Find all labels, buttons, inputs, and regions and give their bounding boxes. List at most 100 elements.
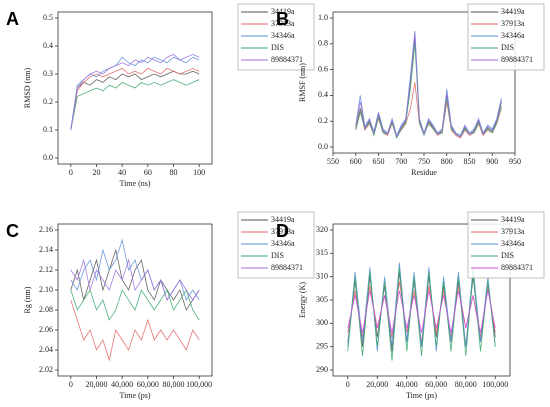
x-axis-label: Time (ps): [406, 391, 437, 400]
x-tick-label: 20,000: [86, 380, 108, 389]
y-tick-label: 0.3: [43, 69, 53, 78]
y-tick-label: 0.1: [43, 125, 53, 134]
legend-label: 37913a: [271, 19, 295, 28]
y-tick-label: 0.4: [318, 90, 328, 99]
y-tick-label: 2.14: [39, 245, 53, 254]
x-tick-label: 550: [327, 157, 339, 166]
x-tick-label: 100: [193, 168, 205, 177]
x-tick-label: 60,000: [137, 380, 159, 389]
y-tick-label: 305: [316, 295, 328, 304]
x-tick-label: 20: [93, 168, 101, 177]
y-tick-label: 2.16: [39, 225, 53, 234]
y-tick-label: 1.0: [318, 13, 328, 22]
panel-label: A: [6, 9, 19, 29]
series-line: [347, 267, 496, 361]
y-tick-label: 300: [316, 318, 328, 327]
legend-box: [237, 3, 315, 71]
y-tick-label: 2.08: [39, 305, 53, 314]
y-tick-label: 2.10: [39, 285, 53, 294]
y-tick-label: 0.5: [43, 13, 53, 22]
series-line: [70, 67, 200, 131]
legend-label: DIS: [501, 43, 514, 52]
x-tick-label: 0: [69, 380, 73, 389]
legend-label: 89884371: [501, 55, 533, 64]
x-axis-label: Time (ns): [119, 179, 150, 188]
y-tick-label: 0.8: [318, 39, 328, 48]
y-axis-label: RMSF (nm): [298, 63, 307, 102]
x-tick-label: 700: [395, 157, 407, 166]
legend-box: [237, 211, 315, 279]
series-line: [355, 33, 502, 138]
series-line: [70, 53, 200, 131]
panel-label: B: [276, 9, 289, 29]
series-line: [70, 299, 200, 362]
legend-label: 34346a: [501, 31, 525, 40]
legend-label: 37913a: [501, 227, 525, 236]
x-tick-label: 40: [118, 168, 126, 177]
y-tick-label: 0.6: [318, 64, 328, 73]
y-tick-label: 2.06: [39, 325, 53, 334]
series-line: [70, 258, 200, 301]
legend-label: 37913a: [271, 227, 295, 236]
y-tick-label: 315: [316, 248, 328, 257]
y-tick-label: 0.0: [318, 142, 328, 151]
panel-label: D: [276, 221, 289, 241]
y-tick-label: 2.02: [39, 365, 53, 374]
y-tick-label: 290: [316, 365, 328, 374]
y-tick-label: 0.2: [43, 97, 53, 106]
x-tick-label: 900: [486, 157, 498, 166]
x-axis-label: Residue: [411, 168, 437, 177]
x-tick-label: 60,000: [425, 380, 447, 389]
series-line: [355, 82, 502, 139]
series-line: [347, 281, 496, 343]
legend-label: DIS: [271, 251, 284, 260]
x-tick-label: 0: [346, 380, 350, 389]
legend-label: 34419a: [271, 215, 295, 224]
series-line: [70, 56, 200, 131]
legend-label: 89884371: [271, 263, 303, 272]
y-tick-label: 0.0: [43, 153, 53, 162]
series-line: [70, 70, 200, 131]
y-tick-label: 2.12: [39, 265, 53, 274]
legend-label: 34419a: [501, 215, 525, 224]
y-tick-label: 295: [316, 341, 328, 350]
x-tick-label: 0: [69, 168, 73, 177]
x-axis-label: Time (ps): [119, 391, 150, 400]
y-tick-label: 0.4: [43, 41, 53, 50]
legend-label: 34346a: [271, 31, 295, 40]
y-tick-label: 320: [316, 225, 328, 234]
series-line: [70, 248, 200, 311]
legend-label: 89884371: [501, 263, 533, 272]
x-tick-label: 60: [144, 168, 152, 177]
x-tick-label: 100,000: [482, 380, 508, 389]
x-tick-label: 650: [373, 157, 385, 166]
panel-label: C: [6, 221, 19, 241]
legend-label: 34419a: [501, 7, 525, 16]
x-tick-label: 80,000: [163, 380, 185, 389]
y-tick-label: 2.04: [39, 345, 53, 354]
x-tick-label: 80: [170, 168, 178, 177]
legend-label: DIS: [501, 251, 514, 260]
x-tick-label: 100,000: [186, 380, 212, 389]
x-tick-label: 850: [464, 157, 476, 166]
x-tick-label: 950: [509, 157, 521, 166]
legend-label: 89884371: [271, 55, 303, 64]
y-tick-label: 310: [316, 271, 328, 280]
x-tick-label: 80,000: [455, 380, 477, 389]
series-line: [70, 289, 200, 321]
legend-label: 34346a: [501, 239, 525, 248]
y-axis-label: RMSD (nm): [23, 68, 32, 109]
series-line: [70, 79, 200, 131]
legend-label: DIS: [271, 43, 284, 52]
series-line: [347, 290, 496, 333]
x-tick-label: 600: [350, 157, 362, 166]
x-tick-label: 40,000: [111, 380, 133, 389]
x-tick-label: 40,000: [396, 380, 418, 389]
legend-label: 34419a: [271, 7, 295, 16]
x-tick-label: 20,000: [366, 380, 388, 389]
series-line: [355, 43, 502, 140]
legend-box: [467, 3, 545, 71]
plot-frame: [57, 11, 213, 165]
legend-box: [467, 211, 545, 279]
